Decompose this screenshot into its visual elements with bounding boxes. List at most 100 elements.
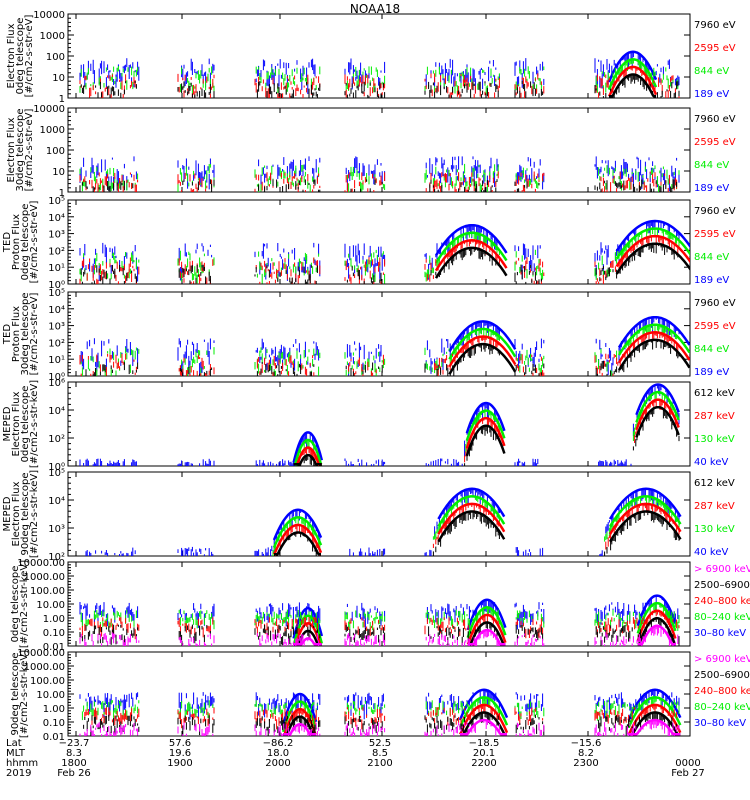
legend-item: 612 keV	[694, 388, 735, 399]
peak-curve	[434, 246, 508, 279]
y-tick-label: 10⁶	[48, 378, 65, 389]
y-axis-label: 0deg telescope	[20, 386, 31, 463]
panel-frame	[67, 291, 691, 377]
peak-curve	[607, 65, 658, 97]
peak-curve	[609, 73, 656, 98]
data-series	[79, 219, 690, 284]
peak-curve	[466, 598, 507, 631]
peak-curve	[615, 242, 690, 275]
peak-curve	[437, 502, 506, 535]
y-tick-label: 10¹	[48, 355, 65, 366]
peak-curve	[636, 601, 677, 634]
legend-item: 2595 eV	[694, 43, 736, 54]
y-axis-label: Electron Flux	[11, 391, 22, 456]
peak-curve	[434, 231, 508, 264]
y-axis-label: 90deg telescope	[20, 472, 31, 555]
legend-item: 40 keV	[694, 547, 728, 558]
peak-curve	[635, 390, 680, 423]
y-tick-label: 10¹	[48, 263, 65, 274]
peak-curve	[465, 424, 506, 457]
peak-curve	[636, 594, 677, 627]
peak-curve	[615, 234, 690, 268]
y-tick-label: 100.00	[30, 586, 65, 597]
legend-item: 2595 eV	[694, 321, 736, 332]
y-tick-label: 10²	[48, 246, 65, 257]
y-axis-label: [#/cm2-s-str-eV]	[24, 109, 35, 192]
legend-item: 2500–6900	[694, 580, 750, 591]
peak-curve	[272, 508, 323, 541]
y-tick-label: 10⁵	[48, 468, 65, 479]
y-tick-label: 1	[59, 188, 65, 199]
panel-7: 0.01 0.10 1.00 10.00 100.00 1000.00 10000.000d…	[10, 558, 750, 653]
y-axis-label: MEPED	[2, 406, 13, 441]
y-tick-label: 0.10	[43, 628, 65, 639]
legend-item: 7960 eV	[694, 206, 736, 217]
peak-curve	[615, 219, 690, 252]
y-tick-label: 10.00	[36, 600, 65, 611]
plot-title: NOAA18	[349, 2, 401, 16]
peak-curve	[448, 327, 517, 360]
y-axis-label: [#/cm2-s-str-keV]	[19, 560, 30, 648]
peak-curve	[607, 50, 658, 83]
y-axis-label: TED	[2, 232, 13, 253]
y-tick-label: 10²	[48, 552, 65, 563]
y-axis-label: Proton Flux	[11, 306, 22, 362]
y-tick-label: 100	[46, 52, 65, 63]
y-tick-label: 1.00	[43, 614, 65, 625]
y-tick-label: 10⁴	[48, 305, 65, 316]
peak-curve	[465, 409, 506, 442]
y-axis-label: 0deg telescope	[10, 566, 21, 643]
y-tick-label: 10⁴	[48, 406, 65, 417]
y-axis-label: Proton Flux	[11, 214, 22, 270]
legend-item: 7960 eV	[694, 298, 736, 309]
peak-curve	[437, 495, 506, 528]
legend-item: 189 eV	[694, 89, 729, 100]
peak-curve	[608, 502, 682, 535]
y-axis-label: 0deg telescope	[20, 204, 31, 281]
data-series	[79, 383, 680, 466]
peak-curve	[635, 405, 680, 438]
y-tick-label: 1000	[40, 125, 65, 136]
legend-item: 189 eV	[694, 367, 729, 378]
y-tick-label: 10000.00	[17, 558, 65, 569]
y-tick-label: 10⁵	[48, 196, 65, 207]
y-tick-label: 100	[46, 146, 65, 157]
legend-item: 844 eV	[694, 344, 729, 355]
y-tick-label: 10³	[48, 322, 65, 333]
peak-curve	[635, 383, 680, 416]
legend-item: 612 keV	[694, 478, 735, 489]
peak-curve	[434, 239, 508, 272]
peak-curve	[293, 446, 322, 466]
legend-item: 844 eV	[694, 66, 729, 77]
y-tick-label: 10	[52, 167, 65, 178]
panel-frame	[67, 381, 691, 467]
peak-curve	[615, 227, 690, 260]
y-tick-label: 10000	[33, 10, 65, 21]
legend-item: 80–240 keV	[694, 612, 750, 623]
legend-item: 240–800 ke	[694, 596, 750, 607]
panel-frame	[67, 199, 691, 285]
y-axis-label: [#/cm2-s-str-eV]	[29, 201, 40, 284]
y-axis-label: [#/cm2-s-str-eV]	[24, 15, 35, 98]
panel-frame	[67, 471, 691, 557]
peak-curve	[608, 495, 682, 528]
y-axis-label: 30deg telescope	[15, 108, 26, 191]
data-series	[79, 50, 680, 98]
data-series	[79, 156, 680, 192]
peak-curve	[434, 223, 508, 257]
peak-curve	[617, 323, 690, 356]
y-tick-label: 10⁴	[48, 213, 65, 224]
y-tick-label: 1000	[40, 31, 65, 42]
y-tick-label: 10²	[48, 434, 65, 445]
legend-item: 30–80 keV	[694, 628, 746, 639]
peak-curve	[437, 487, 506, 520]
peak-curve	[292, 431, 324, 463]
y-axis-label: [#/cm2-s-str-keV]	[29, 380, 40, 468]
y-axis-label: TED	[2, 324, 13, 345]
